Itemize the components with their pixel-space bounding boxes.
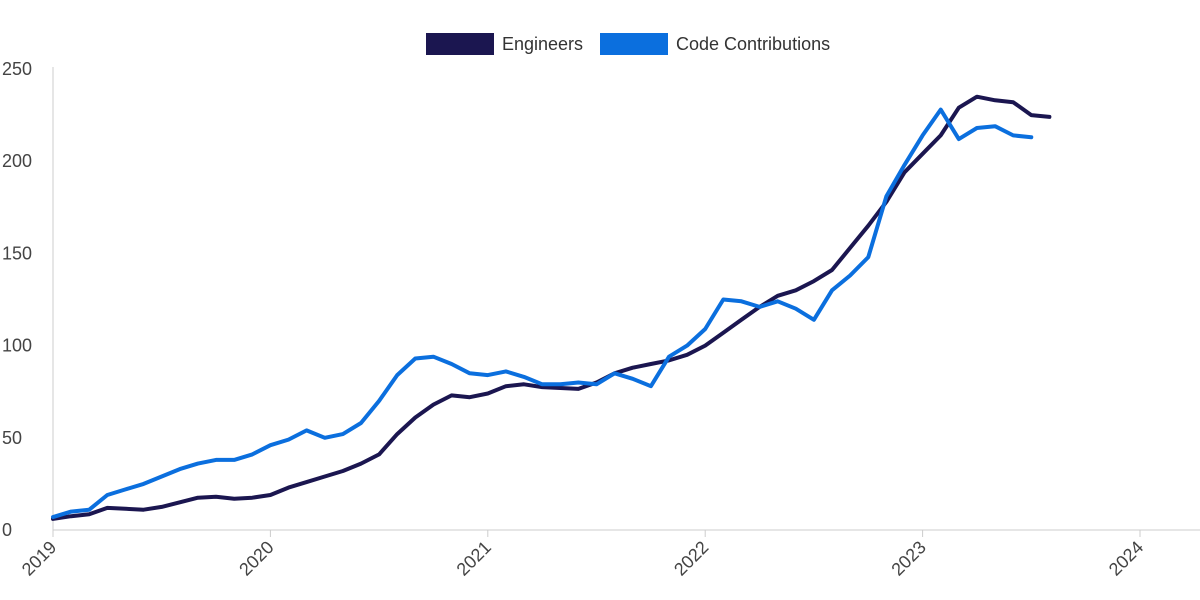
x-tick-label: 2022 [670,537,712,579]
x-tick-label: 2021 [453,537,495,579]
series-layer [51,94,1052,521]
y-tick-label: 150 [2,243,32,263]
y-tick-label: 200 [2,151,32,171]
y-tick-label: 50 [2,428,22,448]
y-tick-label: 0 [2,520,12,540]
series-line-code-contributions [51,107,1034,520]
x-tick-label: 2023 [887,537,929,579]
series-line-engineers [51,94,1052,521]
x-tick-label: 2024 [1105,537,1147,579]
legend: Engineers Code Contributions [426,33,830,55]
x-tick-label: 2020 [235,537,277,579]
x-tick-label: 2019 [18,537,60,579]
y-tick-label: 250 [2,59,32,79]
y-tick-label: 100 [2,336,32,356]
legend-label: Engineers [502,34,583,54]
legend-label: Code Contributions [676,34,830,54]
legend-swatch [600,33,668,55]
legend-swatch [426,33,494,55]
